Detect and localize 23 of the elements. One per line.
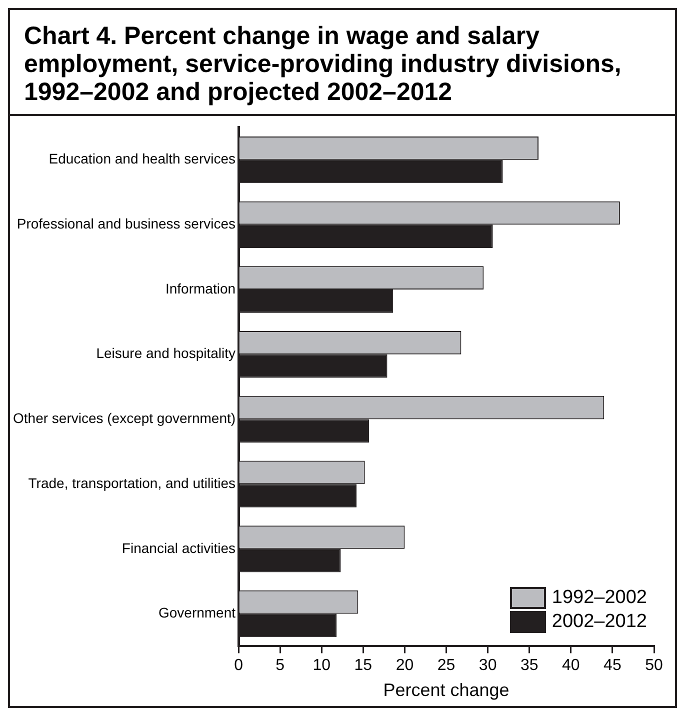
- x-tick-label: 45: [604, 657, 622, 674]
- y-tick-label: Professional and business services: [16, 216, 236, 232]
- x-tick-label: 25: [437, 657, 456, 674]
- x-axis-title: Percent change: [383, 680, 510, 700]
- y-tick-label: Government: [158, 604, 236, 621]
- chart-title: Chart 4. Percent change in wage and salary employment, service-providing industry divisions, 1992–2002 and projected 2002–2012: [10, 10, 675, 116]
- x-tick-label: 35: [520, 657, 538, 674]
- y-tick-label: Leisure and hospitality: [96, 345, 236, 362]
- x-tick-label: 50: [645, 657, 663, 674]
- legend-label: 1992–2002: [552, 586, 647, 610]
- x-tick-label: 5: [276, 657, 285, 674]
- y-tick-label: Other services (except government): [13, 410, 236, 426]
- y-tick-label: Information: [165, 280, 236, 296]
- x-tick-label: 40: [562, 657, 580, 674]
- x-tick-label: 15: [354, 657, 372, 674]
- x-tick-label: 30: [478, 657, 497, 674]
- y-tick-label: Financial activities: [122, 540, 236, 556]
- y-tick-label: Education and health services: [48, 150, 236, 167]
- legend-label: 2002–2012: [552, 610, 647, 634]
- x-tick-label: 20: [396, 657, 414, 674]
- x-tick-label: 10: [312, 657, 331, 674]
- y-tick-label: Trade, transportation, and utilities: [28, 474, 236, 491]
- x-tick-label: 0: [234, 657, 244, 674]
